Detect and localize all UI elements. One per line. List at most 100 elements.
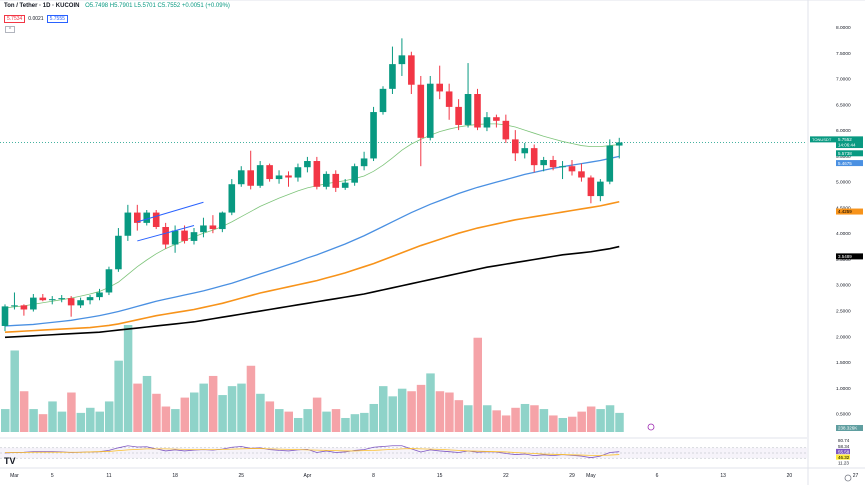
rsi-tick-label: 11.23 [838,461,849,466]
candle-body [323,173,330,187]
spread-value: 0.0021 [28,16,44,22]
volume-bar [615,412,624,432]
candle-body [190,232,198,241]
ma-100-line [4,200,620,333]
trend-line-upper[interactable] [137,201,204,223]
volume-bar [142,375,152,432]
volume-bar [586,406,596,432]
alert-icon[interactable] [647,423,655,431]
volume-bar [605,405,615,432]
candle-body [521,148,529,154]
price-badge [836,136,863,143]
price-tick-label: 5.0000 [836,180,851,186]
time-tick-label: Mar [10,473,19,479]
price-tick-label: 2.5000 [836,309,851,315]
volume-bar [227,386,237,432]
price-tick-label: 6.0000 [836,128,851,134]
volume-bar [199,383,208,432]
volume-bar [331,409,341,432]
price-badge [836,160,863,167]
volume-bar [265,401,275,432]
candle-body [134,212,141,223]
candle-body [606,145,614,182]
price-tick-label: 5.5000 [836,154,851,160]
price-tick-label: 2.0000 [836,334,851,340]
price-badge-text: 4.4259 [838,209,852,214]
volume-bar [539,409,549,432]
candle-body [181,230,188,241]
volume-bar [426,373,435,432]
price-tick-label: 1.5000 [836,360,851,366]
volume-bar [501,415,511,432]
volume-bar [520,403,530,432]
candle-body [578,171,585,178]
volume-bar [19,391,29,432]
time-tick-label: 29 [569,473,575,479]
rsi-tick-label: 46.32 [838,455,850,460]
candle-body [275,175,283,180]
candle-body [615,142,623,146]
price-badge-text: 14:06:44 [838,143,856,148]
ma-200-line [4,245,620,339]
candle-body [115,235,122,270]
volume-bar [379,386,388,432]
volume-bar [360,412,369,432]
volume-bar [511,407,520,432]
candle-body [540,159,547,166]
volume-bar [275,409,284,432]
candle-body [48,299,56,301]
volume-bar [152,393,161,432]
candle-body [228,184,236,213]
time-tick-label: 18 [172,473,178,479]
price-tick-label: 3.5000 [836,257,851,263]
volume-bar [568,416,577,432]
price-badge [836,208,863,215]
rsi-band [0,447,807,459]
price-badge [836,425,863,431]
time-tick-label: 5 [51,473,54,479]
volume-bar [1,409,10,432]
collapse-legend-button[interactable]: ^ [5,26,15,33]
price-tick-label: 4.5000 [836,205,851,211]
candle-body [86,297,94,301]
volume-bar [256,393,265,432]
candle-body [171,230,179,245]
volume-bar [237,383,246,432]
candle-body [398,55,406,65]
volume-bar [407,391,416,432]
trend-line-lower[interactable] [137,224,195,242]
candle-body [11,305,18,307]
volume-bar [577,411,586,432]
volume-bar [492,410,501,432]
volume-bar [104,401,114,432]
candle-body [341,182,349,188]
volume-bar [95,411,104,432]
candle-body [455,106,462,125]
tradingview-logo: TV [4,456,16,466]
candle-body [77,300,84,306]
candle-body [436,83,443,92]
buy-button[interactable]: 5.7555 [46,15,68,23]
candle-body [389,64,396,89]
sell-button[interactable]: 5.7534 [4,15,26,23]
candle-body [502,120,510,140]
candle-body [549,159,557,168]
price-tick-label: 7.0000 [836,77,851,83]
time-tick-label: 20 [787,473,793,479]
rsi-tick-label: 58.34 [838,444,850,449]
settings-icon[interactable] [844,474,852,482]
volume-bar [445,392,454,432]
symbol-title[interactable]: Ton / Tether · 1D · KUCOIN [4,3,80,9]
volume-bar [435,391,445,432]
candle-body [360,158,368,167]
volume-bar [190,392,199,432]
candle-body [294,167,302,178]
candle-body [379,88,387,113]
time-tick-label: 22 [503,473,509,479]
rsi-tick-label: 55.58 [838,449,850,454]
volume-bar [473,337,482,432]
price-badge-text: 5.4675 [838,161,852,166]
time-tick-label: 11 [106,473,111,479]
volume-bar [86,407,95,432]
